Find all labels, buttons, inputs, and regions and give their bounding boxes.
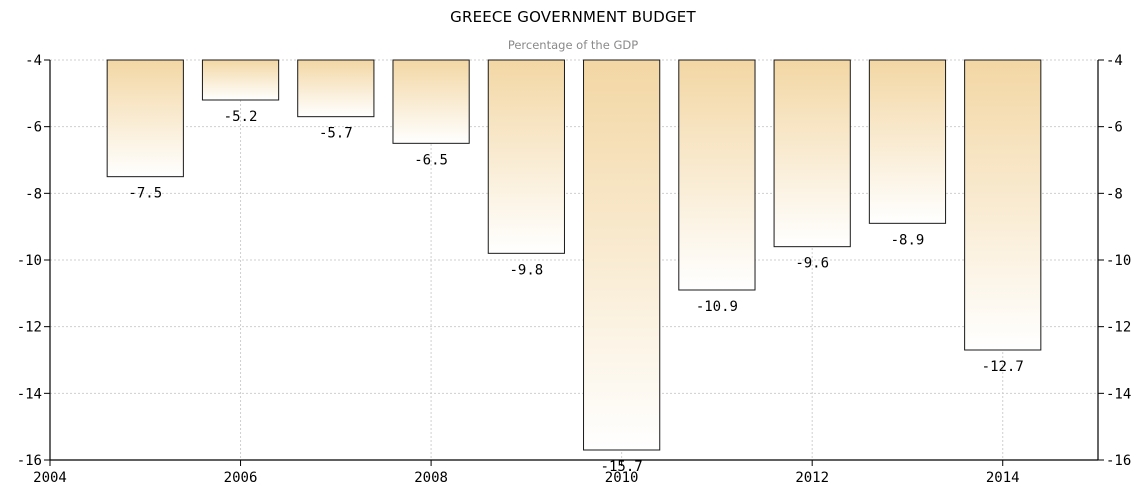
- bar: [487, 59, 565, 254]
- y-tick-label-left: -4: [25, 53, 42, 69]
- y-tick-label-left: -10: [17, 253, 42, 269]
- data-label: -8.9: [891, 232, 925, 248]
- data-label: -15.7: [601, 459, 643, 475]
- data-label: -12.7: [982, 359, 1024, 375]
- bar: [392, 59, 470, 144]
- y-tick-label-left: -14: [17, 386, 42, 402]
- bar: [106, 59, 184, 178]
- bar-layer: [106, 59, 1042, 451]
- data-label: -5.2: [224, 109, 258, 125]
- data-label: -9.8: [510, 262, 544, 278]
- y-tick-label-right: -6: [1106, 120, 1123, 136]
- y-tick-label-right: -14: [1106, 386, 1131, 402]
- bar: [297, 59, 375, 118]
- chart-title: GREECE GOVERNMENT BUDGET: [450, 8, 696, 26]
- data-label: -5.7: [319, 126, 353, 142]
- x-tick-label: 2010: [605, 470, 639, 486]
- y-tick-label-right: -12: [1106, 320, 1131, 336]
- y-tick-label-right: -8: [1106, 186, 1123, 202]
- x-tick-label: 2012: [795, 470, 829, 486]
- bar: [773, 59, 851, 248]
- y-tick-label-left: -8: [25, 186, 42, 202]
- y-tick-label-right: -10: [1106, 253, 1131, 269]
- y-tick-label-left: -16: [17, 453, 42, 469]
- bar: [868, 59, 947, 224]
- data-label: -10.9: [696, 299, 738, 315]
- x-tick-label: 2004: [33, 470, 67, 486]
- bar: [201, 59, 280, 101]
- data-label: -6.5: [414, 152, 448, 168]
- x-tick-label: 2014: [986, 470, 1020, 486]
- data-label: -9.6: [795, 256, 829, 272]
- bar: [678, 59, 756, 291]
- x-tick-label: 2006: [224, 470, 258, 486]
- chart-subtitle: Percentage of the GDP: [507, 38, 639, 52]
- x-tick-label: 2008: [414, 470, 448, 486]
- y-tick-label-left: -12: [17, 320, 42, 336]
- data-label: -7.5: [128, 186, 162, 202]
- bar: [964, 59, 1042, 351]
- axis-layer: -4 -4-6 -6-8 -8-10 -10-12 -12-14 -14-16 -162004…: [17, 53, 1132, 486]
- y-tick-label-left: -6: [25, 120, 42, 136]
- y-tick-label-right: -16: [1106, 453, 1131, 469]
- y-tick-label-right: -4: [1106, 53, 1123, 69]
- label-layer: -7.5 -5.2 -5.7 -6.5 -9.8 -15.7 -10.9 -9.6 -8.9 -1…: [128, 109, 1023, 475]
- bar: [583, 59, 661, 451]
